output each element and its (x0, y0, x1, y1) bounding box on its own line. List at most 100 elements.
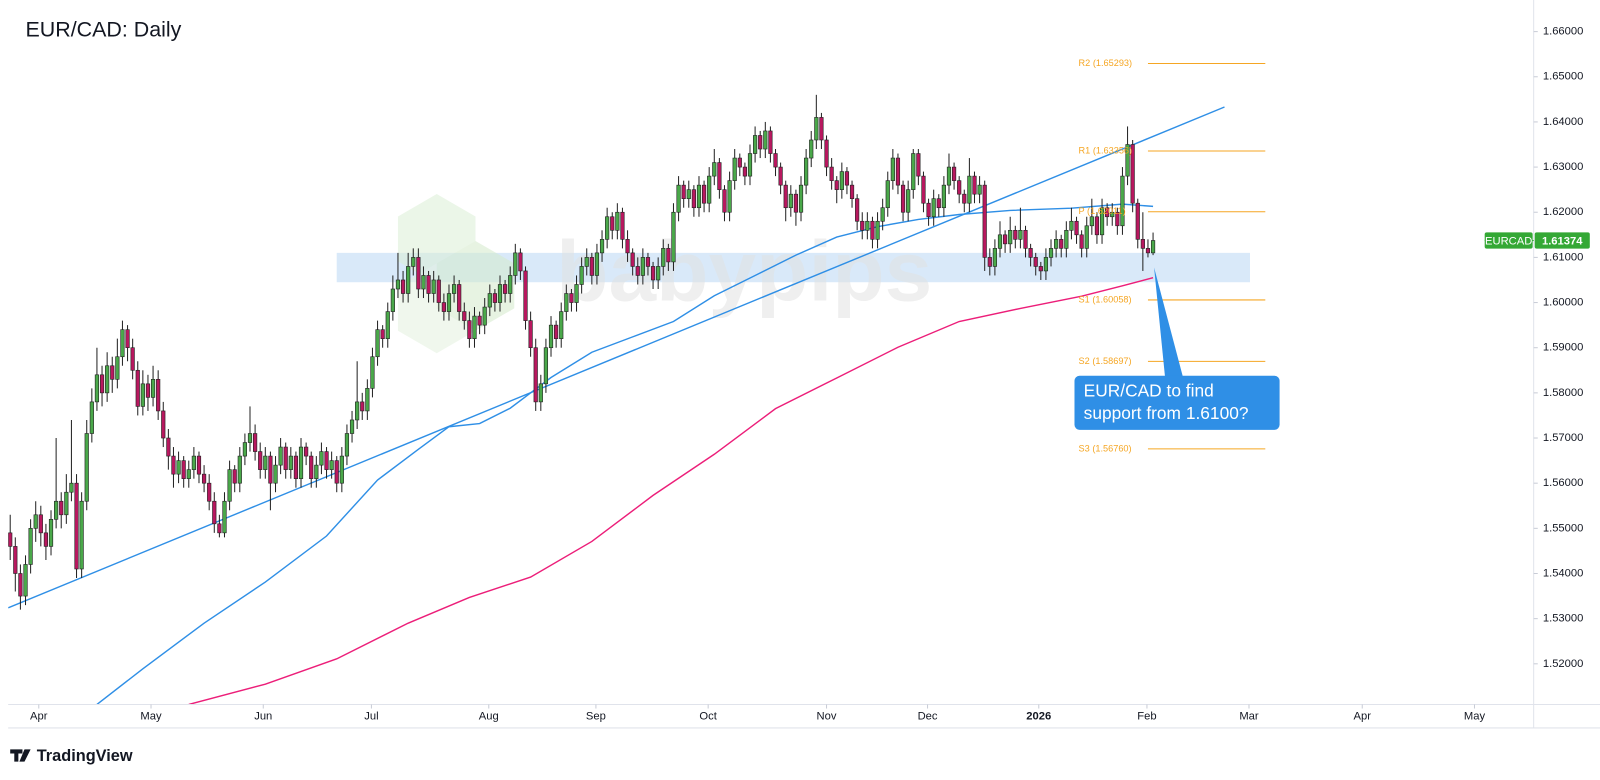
footer: TradingView (10, 747, 133, 765)
candle-body (890, 157, 895, 181)
candle-body (554, 324, 559, 339)
candle-body (635, 266, 640, 276)
candle-body (74, 482, 79, 570)
candle-body (819, 117, 824, 141)
candle-body (1064, 229, 1069, 249)
candle-body (1059, 239, 1064, 249)
indicator-line (96, 203, 1154, 705)
candle-body (849, 184, 855, 199)
candle-body (906, 189, 911, 213)
chart-title: EUR/CAD: Daily (26, 17, 182, 41)
candle-body (1145, 248, 1151, 254)
candle-body (579, 266, 584, 285)
candle-body (630, 252, 635, 267)
candle-body (181, 460, 186, 479)
candle-body (457, 284, 462, 312)
candle-body (268, 455, 273, 484)
annotation-arrow (1154, 267, 1184, 380)
candle-body (895, 157, 901, 186)
indicator-line (8, 106, 1225, 609)
y-tick-label: 1.64000 (1543, 116, 1584, 128)
candle-body (885, 180, 890, 209)
candle-body (737, 157, 742, 168)
x-tick-label: Oct (699, 711, 717, 723)
candle-body (793, 193, 799, 213)
x-tick-label: Feb (1137, 711, 1156, 723)
candle-body (130, 347, 135, 371)
candle-body (431, 279, 436, 294)
candle-body (523, 270, 528, 321)
candle-body (84, 433, 89, 502)
candle-body (94, 374, 100, 403)
candle-body (747, 153, 753, 177)
pivot-label: R1 (1.63356) (1079, 145, 1133, 155)
candle-body (763, 130, 768, 150)
candle-body (620, 211, 625, 240)
candle-body (406, 266, 411, 294)
candle-body (727, 180, 732, 213)
pivot-layer: R2 (1.65293) R1 (1.63356) P (1.62011) S1 (1… (1079, 58, 1266, 453)
y-tick-label: 1.52000 (1543, 658, 1584, 670)
candle-body (982, 184, 987, 258)
candle-body (1038, 266, 1043, 272)
candle-body (314, 464, 319, 479)
x-tick-label: Apr (30, 711, 48, 723)
candle-body (69, 482, 74, 493)
candle-body (1013, 229, 1018, 240)
candle-body (150, 379, 156, 398)
candle-body (926, 202, 931, 218)
candle-body (467, 320, 472, 339)
y-tick-label: 1.59000 (1543, 342, 1584, 354)
candle-body (64, 491, 69, 516)
candle-body (574, 284, 579, 303)
candle-body (742, 166, 747, 177)
candle-body (1084, 225, 1089, 249)
candle-body (696, 184, 702, 209)
candle-body (477, 315, 482, 326)
candle-body (18, 573, 23, 597)
candle-body (880, 207, 885, 222)
candle-body (584, 257, 589, 267)
axis-layer: 1.52000 1.53000 1.54000 1.55000 1.56000 1.570… (30, 26, 1590, 723)
candle-body (1043, 257, 1049, 272)
candle-body (951, 166, 957, 181)
candle-body (865, 220, 870, 231)
candle-body (441, 302, 446, 312)
candle-body (110, 365, 115, 380)
candle-body (1074, 220, 1079, 236)
candle-body (788, 193, 793, 209)
candle-body (105, 365, 110, 394)
candle-body (288, 455, 293, 470)
candle-body (972, 175, 977, 195)
candle-body (1008, 229, 1013, 245)
candle-body (666, 248, 671, 263)
symbol-tag-text: EURCAD (1485, 235, 1532, 247)
candle-body (293, 455, 299, 479)
candle-body (732, 157, 737, 181)
candle-body (1125, 144, 1130, 177)
candle-body (599, 239, 605, 254)
y-tick-label: 1.60000 (1543, 297, 1584, 309)
candle-body (941, 184, 946, 209)
candle-body (824, 139, 829, 168)
candle-body (390, 288, 395, 312)
candle-body (707, 175, 712, 204)
candle-body (79, 500, 84, 570)
y-tick-label: 1.54000 (1543, 567, 1584, 579)
candle-body (1105, 207, 1110, 218)
candle-body (227, 469, 232, 502)
candle-body (411, 257, 416, 267)
candle-body (691, 189, 696, 209)
watermark-text: babypips (556, 223, 932, 319)
symbol-tag (1484, 232, 1533, 249)
candle-body (548, 324, 554, 349)
candle-body (23, 564, 28, 597)
candle-body (191, 455, 196, 470)
candle-body (681, 184, 686, 199)
candle-body (528, 320, 533, 349)
candle-body (701, 184, 707, 204)
pivot-label: P (1.62011) (1079, 206, 1126, 216)
line-layer (8, 106, 1225, 705)
candle-body (365, 388, 370, 412)
